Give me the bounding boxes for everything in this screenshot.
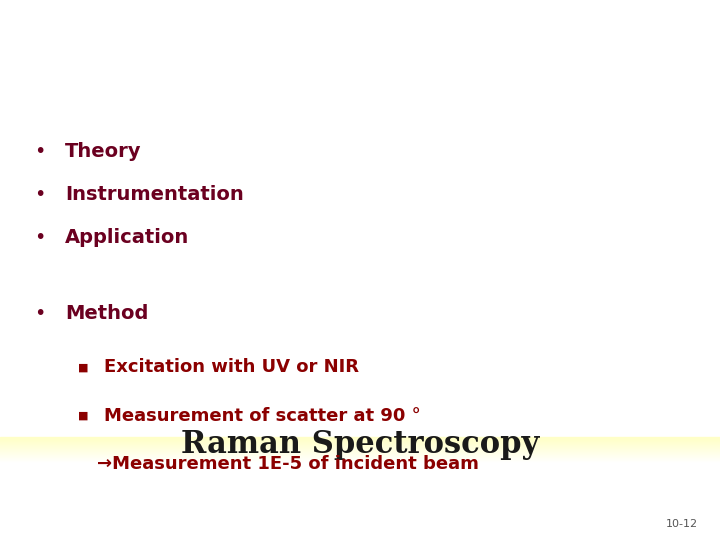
Text: •: • xyxy=(34,228,45,247)
Bar xyxy=(0,439,720,440)
Bar xyxy=(0,460,720,461)
Bar xyxy=(0,457,720,458)
Text: Theory: Theory xyxy=(65,141,141,161)
Bar xyxy=(0,448,720,449)
Text: •: • xyxy=(34,141,45,161)
Bar xyxy=(0,440,720,441)
Text: ■: ■ xyxy=(78,362,88,372)
Bar xyxy=(0,441,720,442)
Bar xyxy=(0,454,720,455)
Text: •: • xyxy=(34,185,45,204)
Text: Excitation with UV or NIR: Excitation with UV or NIR xyxy=(104,358,359,376)
Bar xyxy=(0,438,720,439)
Text: 10-12: 10-12 xyxy=(666,519,698,529)
Bar xyxy=(0,450,720,451)
Text: •: • xyxy=(34,303,45,323)
Bar xyxy=(0,444,720,445)
Bar xyxy=(0,451,720,452)
Text: Method: Method xyxy=(65,303,148,323)
Bar xyxy=(0,437,720,438)
Bar xyxy=(0,445,720,446)
Bar xyxy=(0,453,720,454)
Bar xyxy=(0,446,720,447)
Text: Instrumentation: Instrumentation xyxy=(65,185,243,204)
Bar xyxy=(0,458,720,459)
Text: Raman Spectroscopy: Raman Spectroscopy xyxy=(181,429,539,460)
Bar xyxy=(0,442,720,443)
Bar xyxy=(0,456,720,457)
Bar xyxy=(0,452,720,453)
Text: Measurement of scatter at 90 °: Measurement of scatter at 90 ° xyxy=(104,407,421,425)
Text: →Measurement 1E-5 of incident beam: →Measurement 1E-5 of incident beam xyxy=(97,455,479,474)
Bar xyxy=(0,459,720,460)
Bar xyxy=(0,447,720,448)
Bar xyxy=(0,443,720,444)
Text: ■: ■ xyxy=(78,411,88,421)
Bar xyxy=(0,461,720,462)
Bar xyxy=(0,449,720,450)
Text: Application: Application xyxy=(65,228,189,247)
Bar xyxy=(0,455,720,456)
